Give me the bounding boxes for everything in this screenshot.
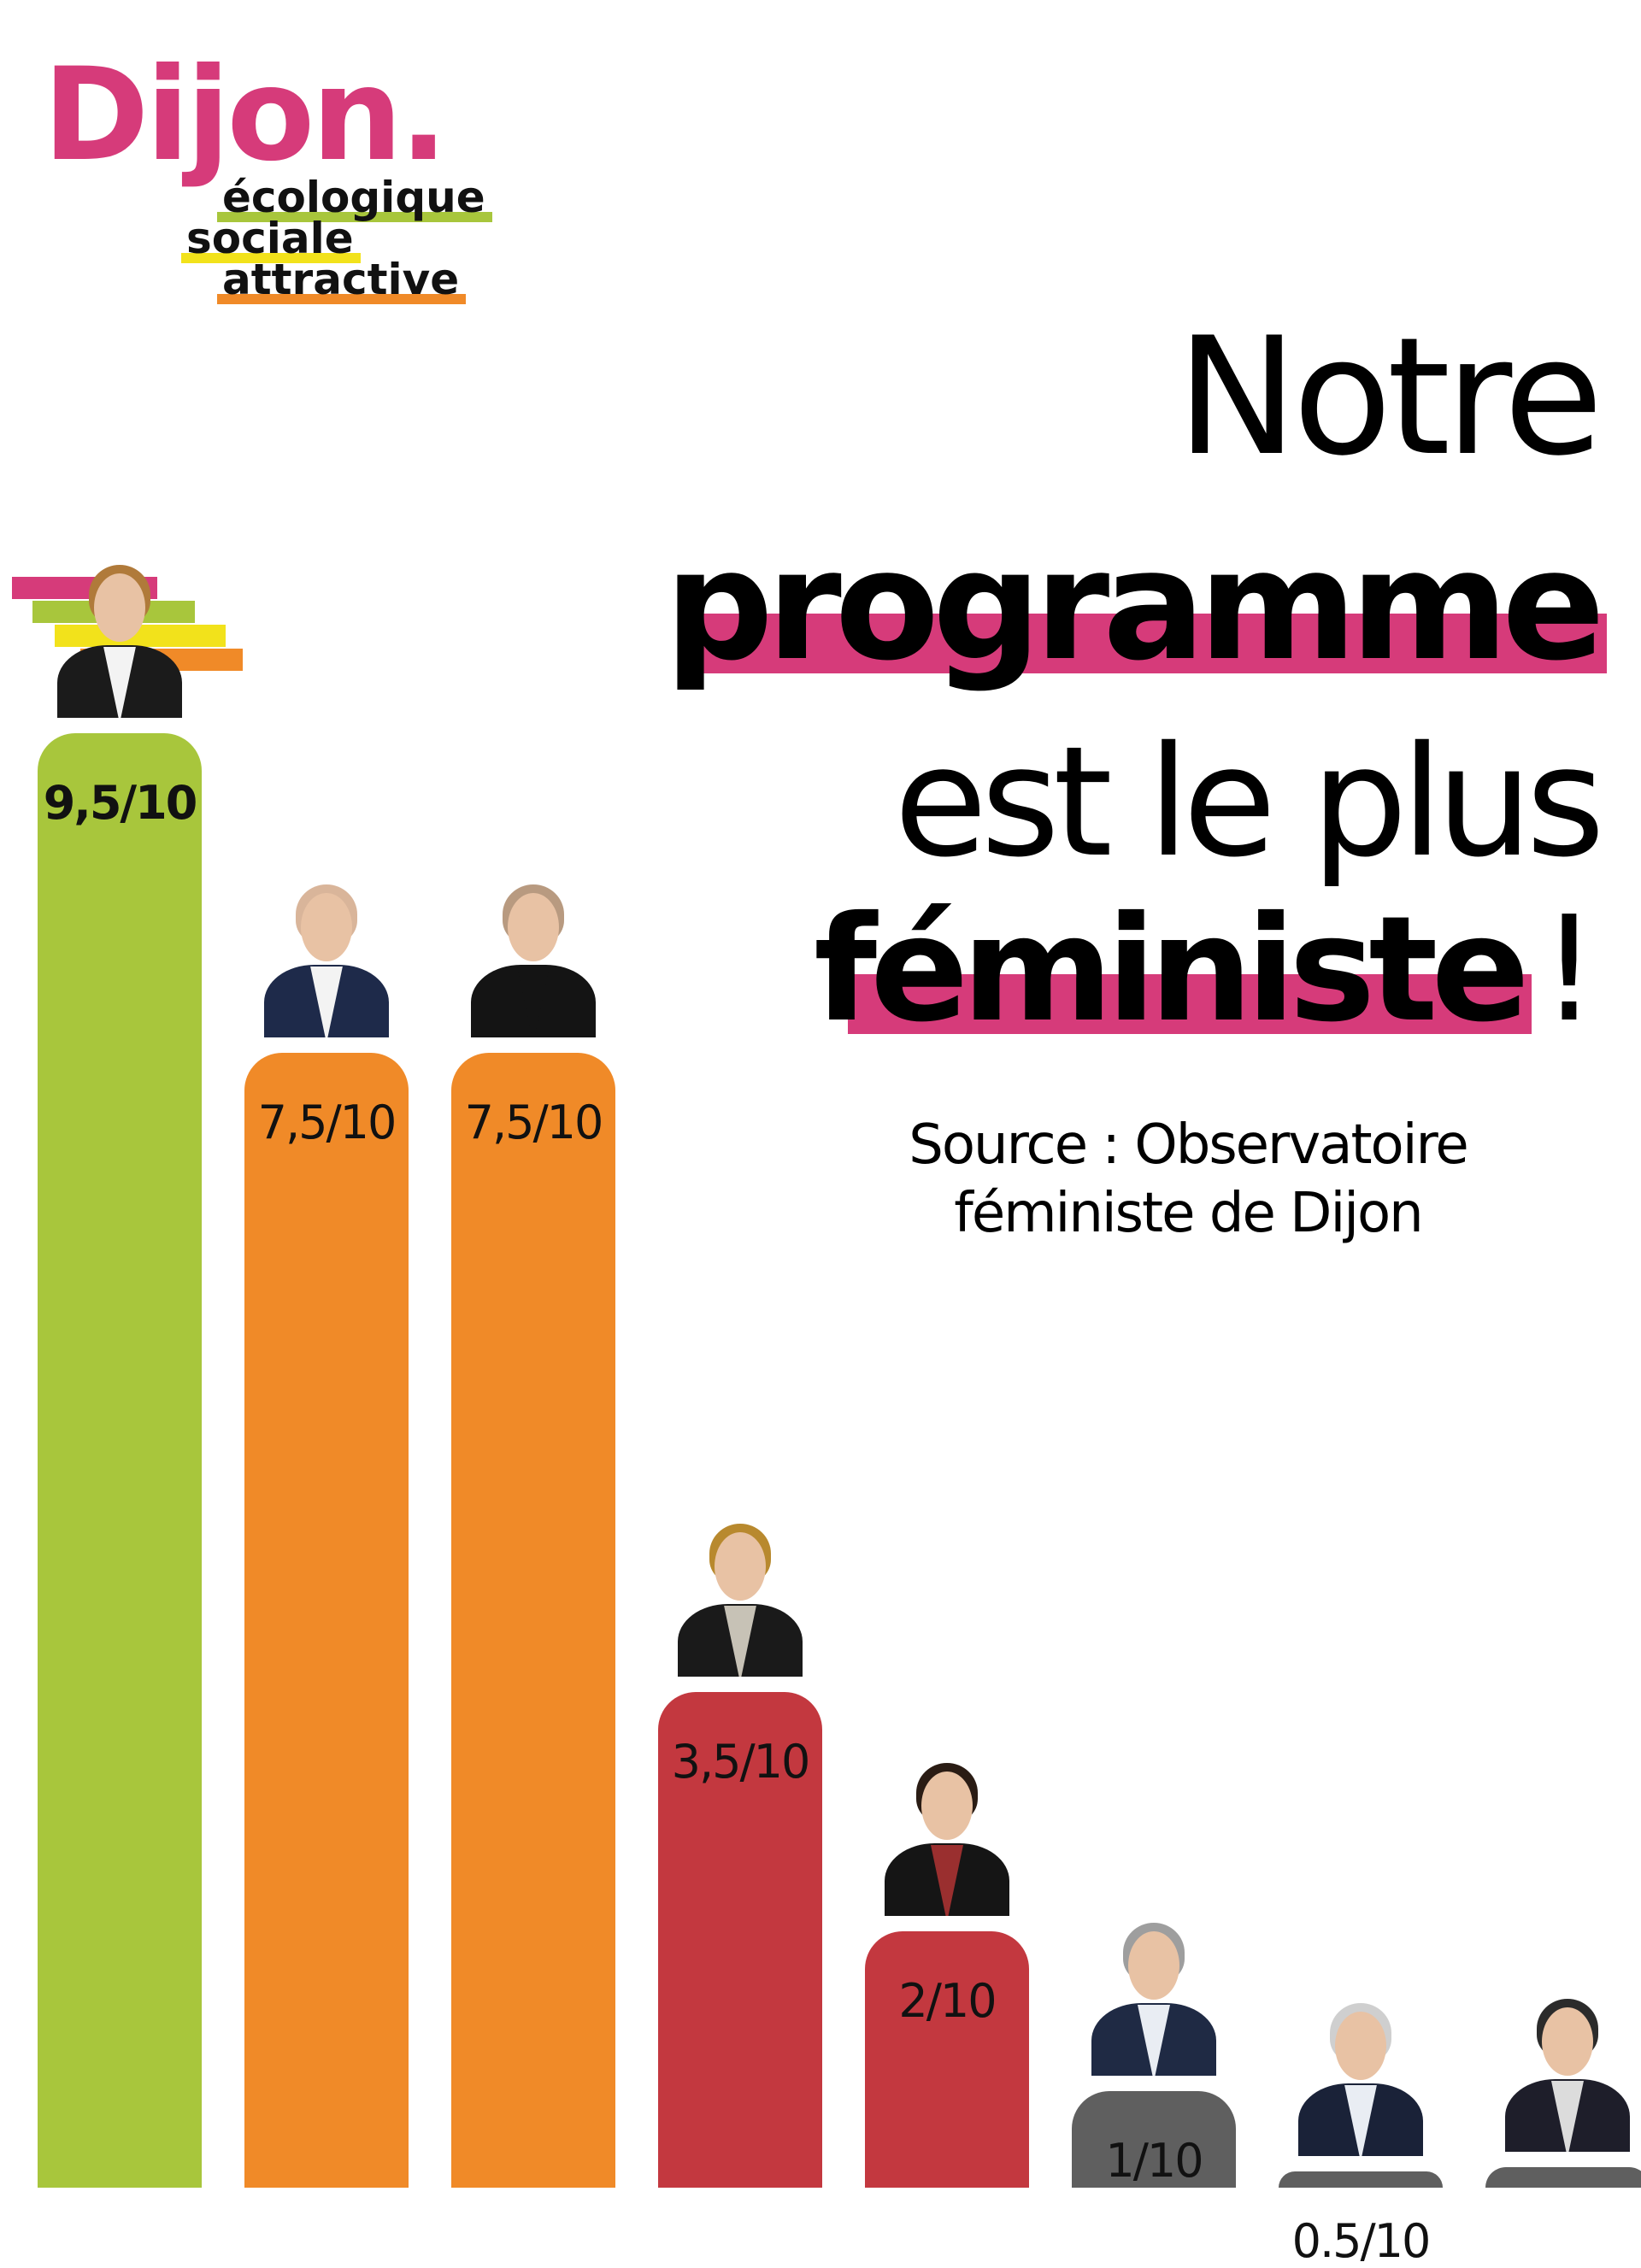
bar-label-6: 1/10	[1105, 2134, 1203, 2188]
headline-line-4: féministe!	[814, 885, 1598, 1055]
candidate-portrait-7	[1288, 1998, 1433, 2156]
candidate-portrait-6	[1081, 1918, 1226, 2076]
bar-label-4: 3,5/10	[671, 1734, 811, 1789]
bar-8	[1485, 2167, 1641, 2188]
bar-4	[658, 1691, 822, 2188]
source-line-1: Source : Observatoire	[909, 1113, 1469, 1177]
bar-1	[38, 732, 202, 2188]
logo-word-attractive: attractive	[217, 258, 467, 304]
headline: Notre programme est le plus féministe!	[573, 303, 1608, 1068]
candidate-portrait-2	[254, 879, 399, 1037]
bar-label-3: 7,5/10	[464, 1095, 604, 1149]
headline-line-3: est le plus	[893, 714, 1605, 890]
bar-label-5: 2/10	[898, 1974, 997, 2028]
candidate-portrait-8	[1495, 1994, 1640, 2152]
headline-exclamation: !	[1539, 885, 1598, 1055]
bar-6	[1072, 2091, 1236, 2188]
source-line-2: féministe de Dijon	[954, 1182, 1423, 1245]
bar-label-7: 0.5/10	[1291, 2213, 1432, 2268]
bar-label-1: 9,5/10	[43, 775, 198, 830]
bar-label-2: 7,5/10	[257, 1095, 397, 1149]
candidate-portrait-4	[668, 1519, 813, 1677]
headline-line-2: programme	[664, 517, 1608, 694]
candidate-portrait-1	[47, 560, 192, 718]
bar-3	[451, 1052, 615, 2188]
logo-word-sociale: sociale	[181, 217, 361, 263]
bar-7	[1279, 2171, 1443, 2188]
headline-line-1: Notre	[1176, 303, 1603, 491]
logo: Dijon. écologique sociale attractive	[43, 51, 521, 325]
bar-2	[244, 1052, 409, 2188]
candidate-portrait-5	[874, 1758, 1020, 1916]
bar-5	[865, 1931, 1029, 2188]
source-note: Source : Observatoire féministe de Dijon	[803, 1111, 1573, 1248]
logo-city: Dijon.	[43, 41, 448, 190]
logo-word-ecologique: écologique	[217, 176, 492, 222]
